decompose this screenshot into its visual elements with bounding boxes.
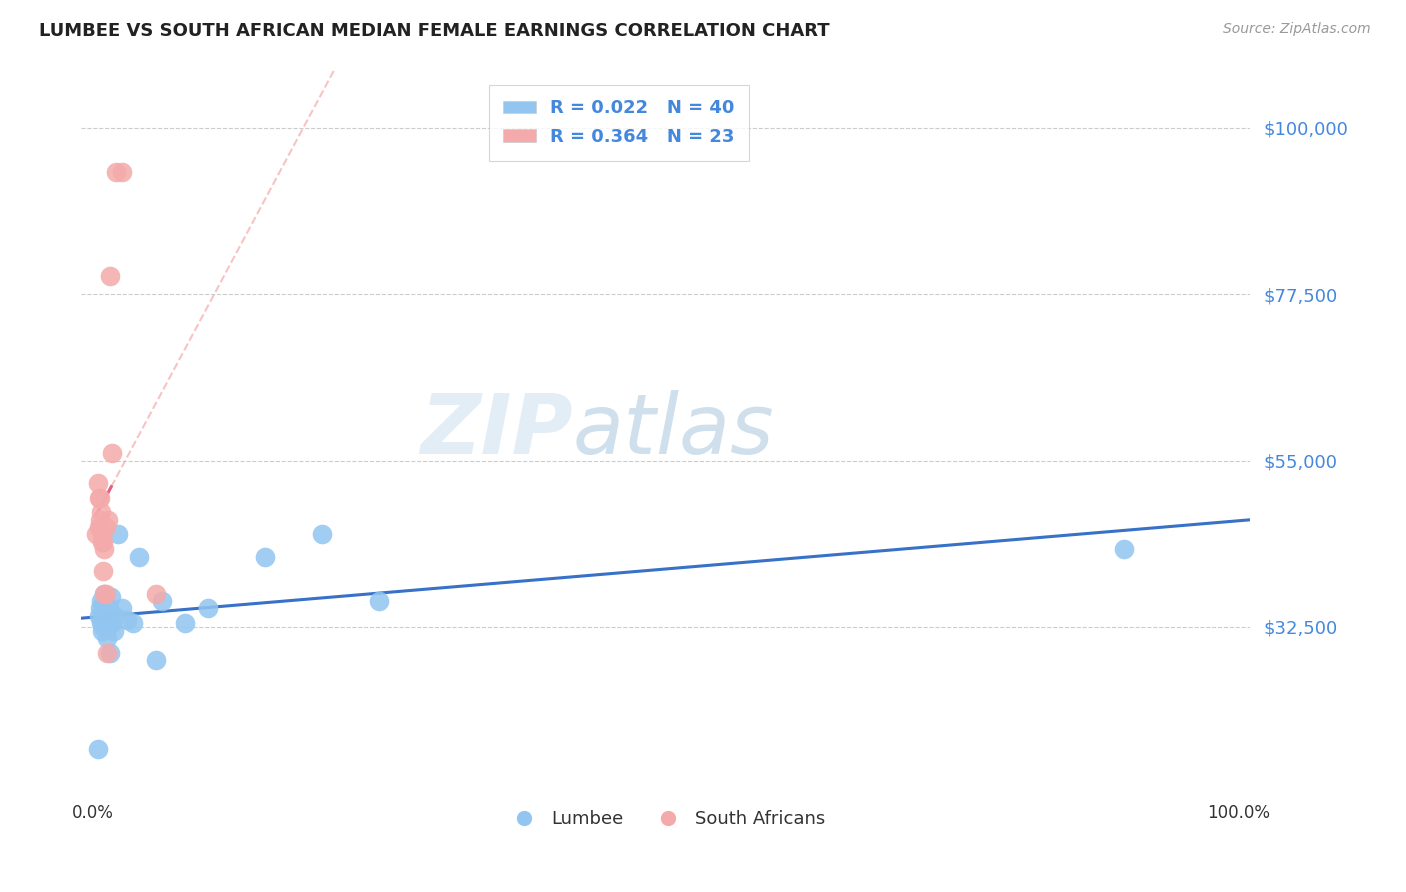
Point bbox=[110, 601, 132, 615]
Point bbox=[86, 475, 108, 490]
Point bbox=[89, 513, 111, 527]
Point bbox=[311, 527, 333, 541]
Point bbox=[93, 616, 115, 631]
Point bbox=[98, 646, 121, 660]
Point bbox=[91, 534, 114, 549]
Point bbox=[90, 505, 112, 519]
Point bbox=[97, 616, 120, 631]
Point bbox=[91, 608, 114, 623]
Point bbox=[87, 520, 110, 534]
Point bbox=[90, 616, 112, 631]
Point bbox=[107, 527, 129, 541]
Point bbox=[96, 598, 118, 612]
Point bbox=[104, 165, 127, 179]
Point bbox=[91, 534, 114, 549]
Point bbox=[110, 165, 132, 179]
Point bbox=[101, 616, 124, 631]
Point bbox=[87, 491, 110, 505]
Point bbox=[1112, 542, 1135, 557]
Point bbox=[89, 601, 111, 615]
Point bbox=[173, 616, 195, 631]
Point bbox=[128, 549, 150, 564]
Point bbox=[98, 268, 121, 283]
Point bbox=[122, 616, 145, 631]
Point bbox=[145, 587, 167, 601]
Point bbox=[97, 601, 120, 615]
Point bbox=[89, 491, 111, 505]
Point bbox=[94, 620, 117, 634]
Text: ZIP: ZIP bbox=[419, 391, 572, 472]
Point bbox=[98, 613, 121, 627]
Point bbox=[91, 565, 114, 579]
Point bbox=[91, 598, 114, 612]
Point bbox=[103, 624, 125, 638]
Point bbox=[368, 594, 391, 608]
Point bbox=[91, 527, 114, 541]
Point bbox=[96, 631, 118, 645]
Point bbox=[96, 646, 118, 660]
Point bbox=[93, 587, 115, 601]
Point bbox=[91, 624, 114, 638]
Point bbox=[117, 613, 139, 627]
Point bbox=[86, 742, 108, 756]
Text: atlas: atlas bbox=[572, 391, 773, 472]
Point bbox=[93, 587, 115, 601]
Point bbox=[197, 601, 219, 615]
Point bbox=[93, 601, 115, 615]
Point bbox=[94, 520, 117, 534]
Point bbox=[98, 601, 121, 615]
Point bbox=[97, 513, 120, 527]
Point bbox=[91, 620, 114, 634]
Point bbox=[87, 608, 110, 623]
Point bbox=[91, 608, 114, 623]
Point bbox=[93, 542, 115, 557]
Point bbox=[86, 527, 108, 541]
Point bbox=[253, 549, 276, 564]
Point bbox=[145, 653, 167, 667]
Point bbox=[90, 594, 112, 608]
Point bbox=[150, 594, 173, 608]
Text: LUMBEE VS SOUTH AFRICAN MEDIAN FEMALE EARNINGS CORRELATION CHART: LUMBEE VS SOUTH AFRICAN MEDIAN FEMALE EA… bbox=[39, 22, 830, 40]
Legend: Lumbee, South Africans: Lumbee, South Africans bbox=[499, 803, 832, 835]
Point bbox=[100, 591, 122, 605]
Point bbox=[94, 605, 117, 619]
Point bbox=[104, 608, 127, 623]
Point bbox=[101, 446, 124, 460]
Text: Source: ZipAtlas.com: Source: ZipAtlas.com bbox=[1223, 22, 1371, 37]
Point bbox=[90, 520, 112, 534]
Point bbox=[100, 608, 122, 623]
Point bbox=[94, 587, 117, 601]
